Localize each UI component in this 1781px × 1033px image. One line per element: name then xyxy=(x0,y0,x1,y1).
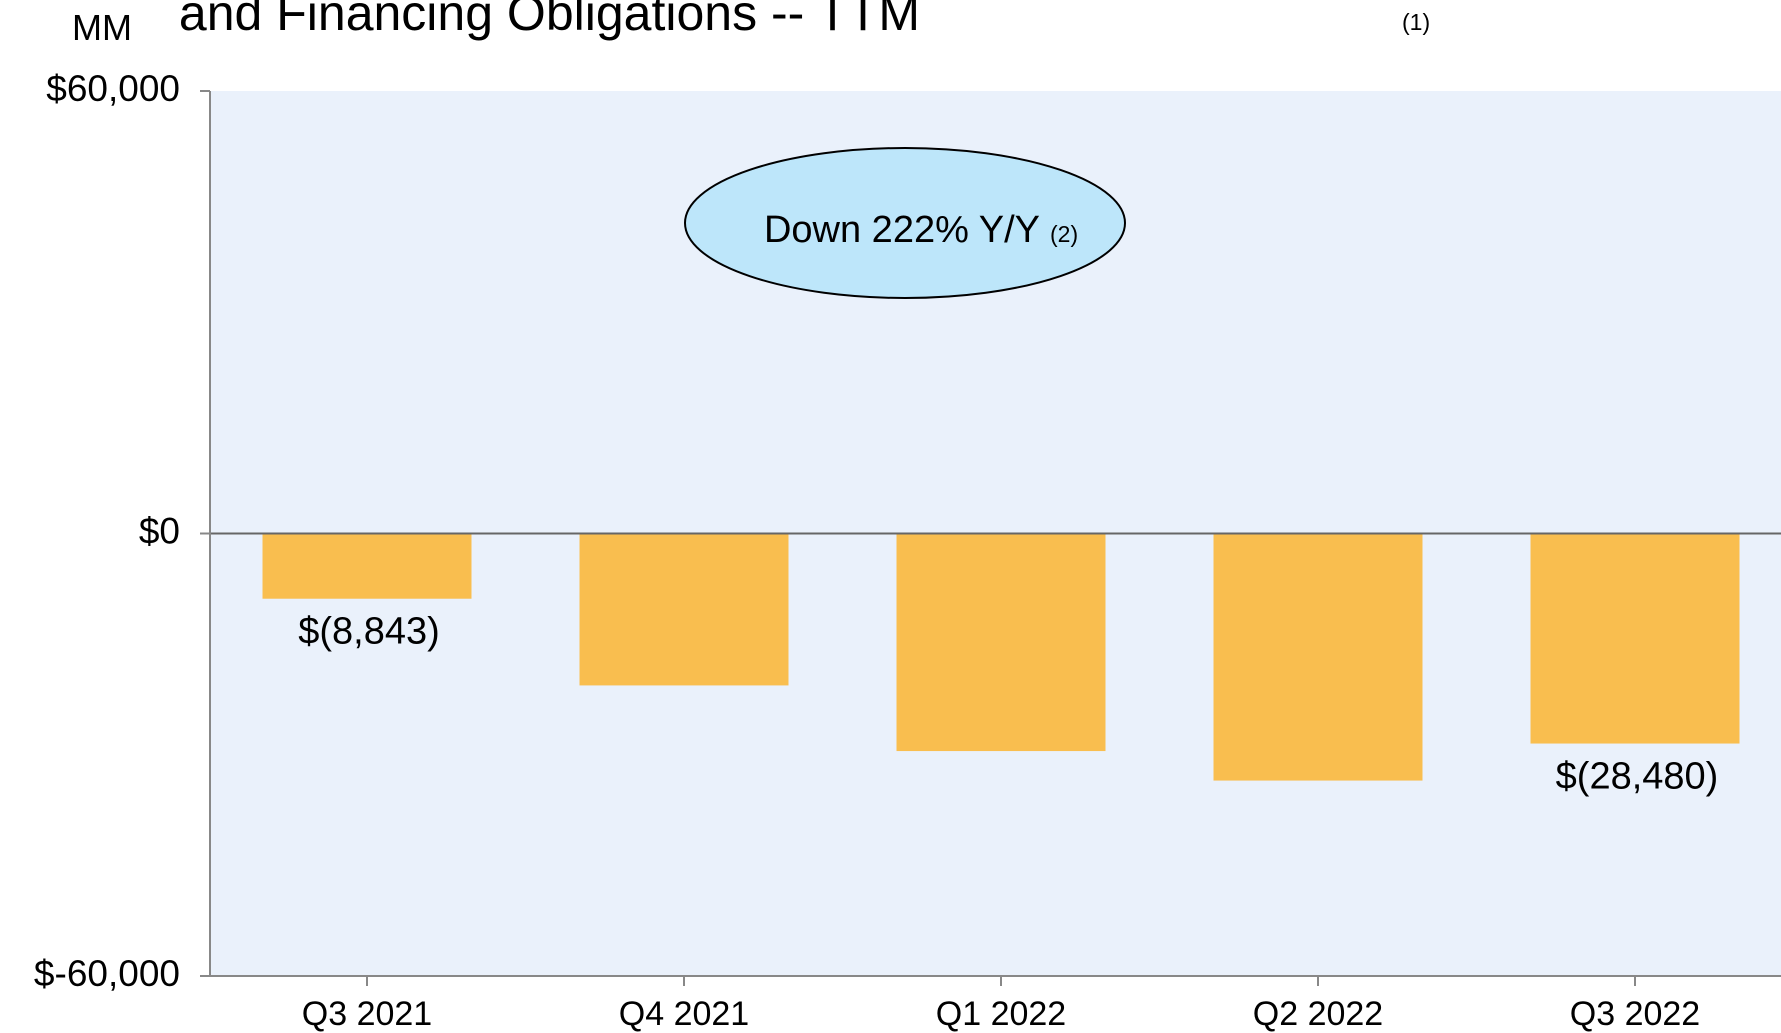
x-tick-label: Q1 2022 xyxy=(936,995,1066,1033)
y-axis-label: MM xyxy=(72,7,132,48)
bar xyxy=(579,533,789,686)
x-tick-label: Q2 2022 xyxy=(1253,995,1383,1033)
annotation-bubble xyxy=(684,147,1126,299)
annotation: Down 222% Y/Y xyxy=(764,209,1040,251)
y-tick-label: $60,000 xyxy=(46,68,180,109)
y-tick-label: $0 xyxy=(139,510,180,551)
data-label: $(8,843) xyxy=(298,611,440,653)
chart-title: and Financing Obligations -- TTM xyxy=(179,0,920,41)
data-label: $(28,480) xyxy=(1556,756,1719,798)
bar xyxy=(1530,533,1740,744)
title-note: (1) xyxy=(1402,9,1430,35)
x-tick-label: Q3 2021 xyxy=(302,995,432,1033)
y-tick-label: $-60,000 xyxy=(34,953,180,994)
bar xyxy=(1213,533,1423,781)
x-tick-label: Q3 2022 xyxy=(1570,995,1700,1033)
x-tick-label: Q4 2021 xyxy=(619,995,749,1033)
bar xyxy=(262,533,472,599)
annotation-note: (2) xyxy=(1050,221,1078,247)
bar xyxy=(896,533,1106,752)
